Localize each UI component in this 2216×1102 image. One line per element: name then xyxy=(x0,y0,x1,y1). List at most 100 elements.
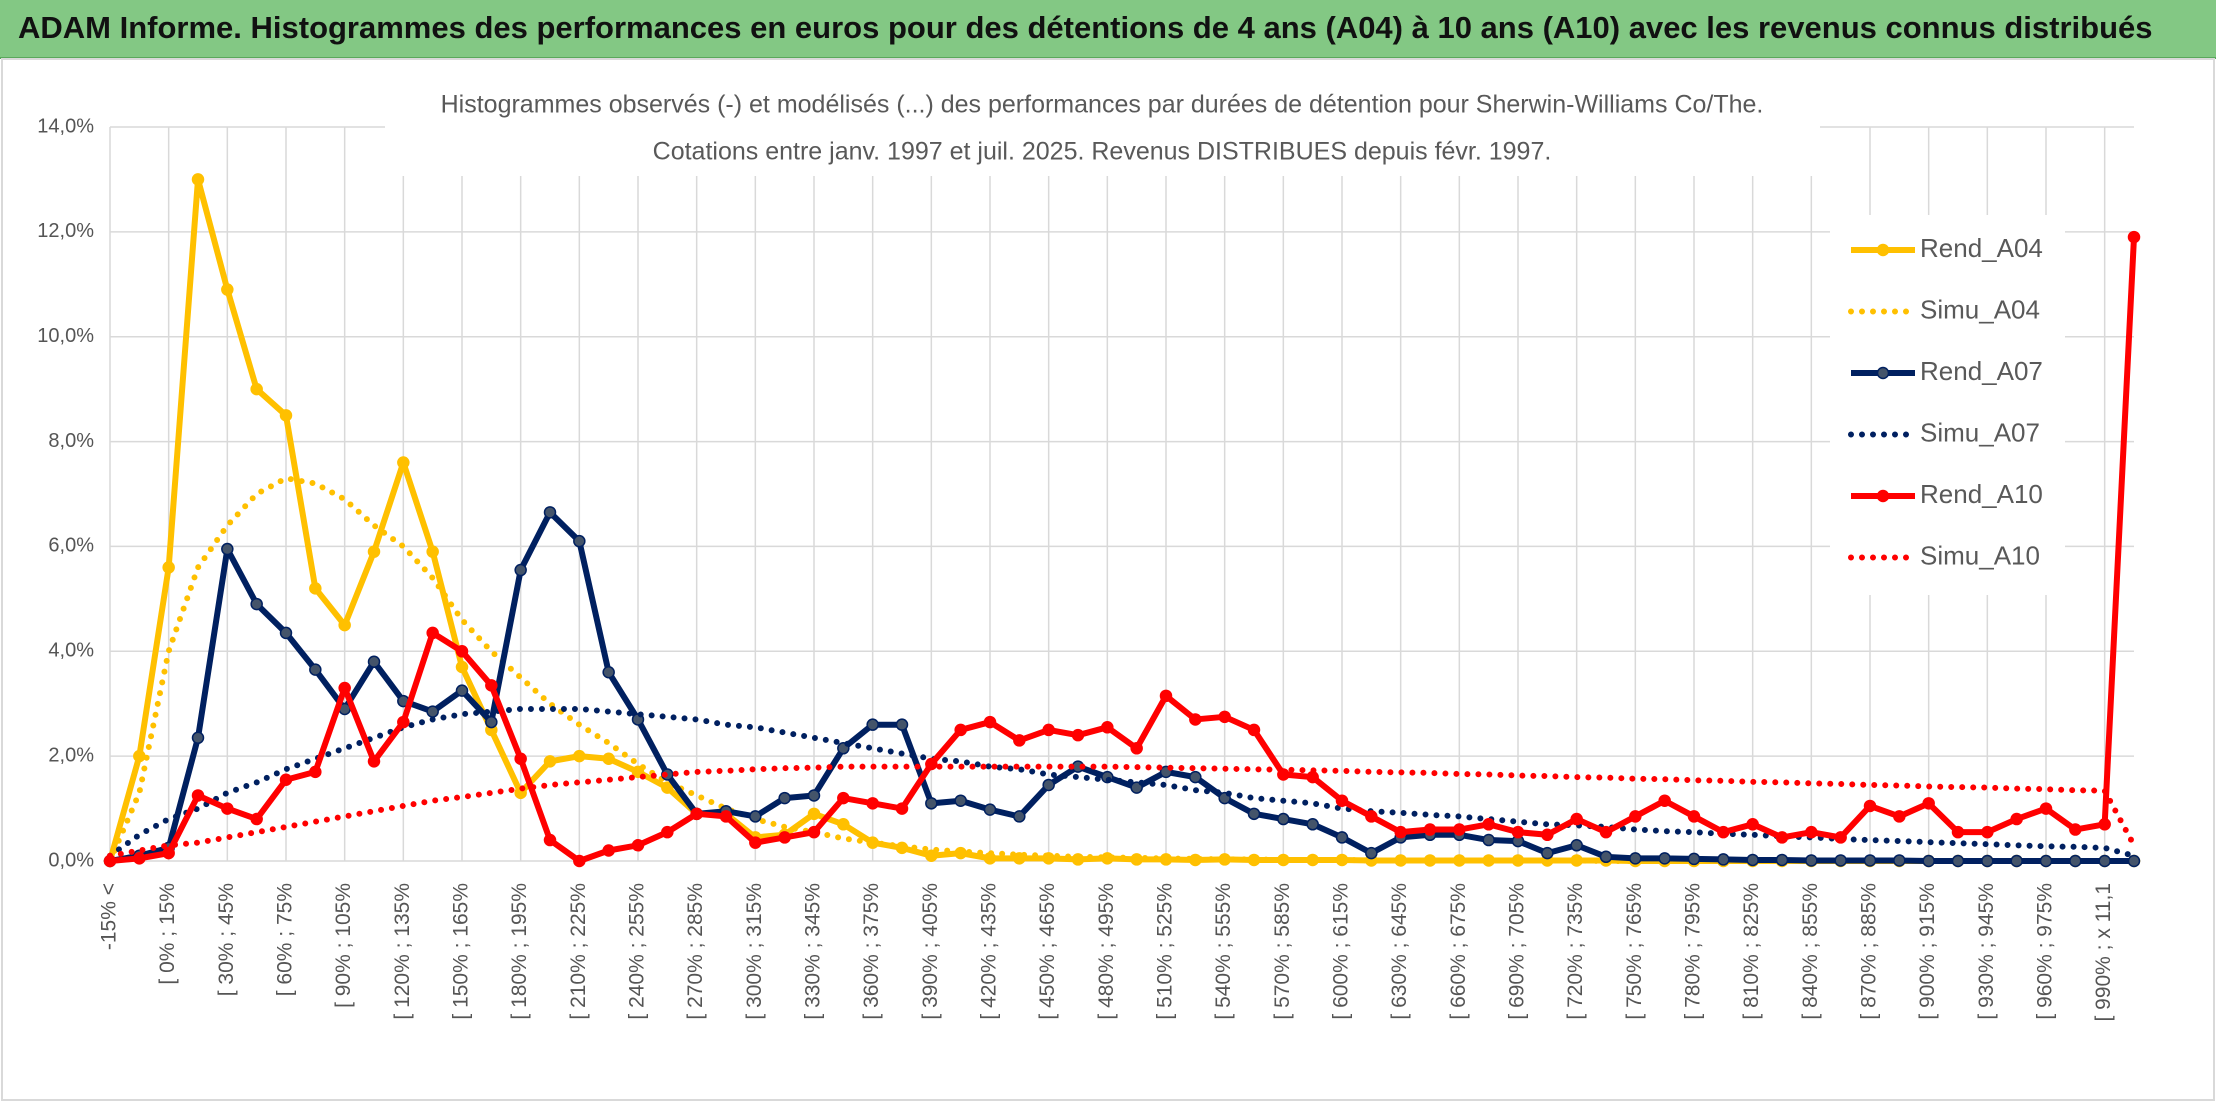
data-point xyxy=(866,797,879,810)
data-point xyxy=(1365,846,1378,860)
legend-marker xyxy=(1876,489,1890,503)
x-tick-label: [ 420% ; 435% xyxy=(978,883,1001,1020)
data-point xyxy=(1189,713,1202,726)
data-point xyxy=(309,765,322,779)
data-point xyxy=(191,789,205,802)
y-tick-label: 2,0% xyxy=(48,744,94,766)
x-tick-label: [ 930% ; 945% xyxy=(1975,883,1998,1020)
header-title: ADAM Informe. Histogrammes des performan… xyxy=(18,10,2153,45)
data-point xyxy=(221,802,234,815)
data-point xyxy=(455,660,469,674)
x-tick-label: [ 450% ; 465% xyxy=(1036,883,1059,1020)
data-point xyxy=(1687,810,1701,823)
data-point xyxy=(1482,818,1495,831)
chart-title: Histogrammes observés (-) et modélisés (… xyxy=(441,91,1764,119)
data-point xyxy=(426,545,439,558)
x-tick-label: [ 810% ; 825% xyxy=(1740,883,1763,1020)
x-tick-label: [ 900% ; 915% xyxy=(1916,883,1939,1020)
chart-frame xyxy=(1,58,2215,1101)
data-point xyxy=(485,715,498,729)
data-point xyxy=(925,849,938,863)
data-point xyxy=(1365,810,1378,823)
x-tick-label: [ 390% ; 405% xyxy=(919,883,942,1020)
x-tick-label: [ 720% ; 735% xyxy=(1564,883,1587,1020)
data-point xyxy=(1277,812,1290,826)
data-point xyxy=(573,749,586,763)
data-point xyxy=(1306,770,1319,784)
data-point xyxy=(1130,742,1143,755)
series-line xyxy=(109,236,2137,864)
legend-background xyxy=(1830,215,2065,595)
data-point xyxy=(1541,846,1554,860)
data-point xyxy=(837,791,850,805)
data-point xyxy=(309,663,322,676)
x-tick-label: [ 150% ; 165% xyxy=(450,883,473,1020)
data-point xyxy=(1951,854,1965,868)
x-tick-label: [ 360% ; 375% xyxy=(860,883,883,1020)
y-tick-label: 14,0% xyxy=(37,115,94,137)
x-tick-label: [ 990% ; x 11,1 xyxy=(2092,883,2115,1022)
data-point xyxy=(1629,810,1642,823)
data-point xyxy=(1981,825,1994,839)
data-point xyxy=(661,825,674,839)
data-point xyxy=(426,705,439,718)
legend-label: Simu_A04 xyxy=(1920,294,2040,324)
data-point xyxy=(631,839,645,852)
y-tick-label: 10,0% xyxy=(37,325,94,347)
data-point xyxy=(925,797,938,810)
data-point xyxy=(602,844,615,857)
data-point xyxy=(1775,831,1789,844)
data-point xyxy=(543,755,557,768)
data-point xyxy=(1629,852,1642,865)
data-point xyxy=(514,752,527,766)
data-point xyxy=(1101,721,1114,734)
x-tick-label: [ 600% ; 615% xyxy=(1330,883,1353,1020)
data-point xyxy=(778,831,791,844)
data-point xyxy=(602,752,615,766)
data-point xyxy=(133,749,146,763)
data-point xyxy=(1834,831,1847,844)
data-point xyxy=(543,833,557,847)
x-tick-label: [ 90% ; 105% xyxy=(332,883,355,1008)
data-point xyxy=(1541,828,1554,842)
data-point xyxy=(162,561,175,574)
data-point xyxy=(455,684,469,697)
chart-subtitle: Cotations entre janv. 1997 et juil. 2025… xyxy=(653,138,1552,166)
y-tick-label: 0,0% xyxy=(48,849,94,871)
x-tick-label: [ 210% ; 225% xyxy=(567,883,590,1020)
data-point xyxy=(1423,823,1437,836)
title-background xyxy=(385,86,1820,176)
data-point xyxy=(2069,854,2082,868)
data-point xyxy=(279,773,293,786)
data-point xyxy=(1306,818,1319,831)
data-point xyxy=(2039,854,2053,868)
x-tick-label: [ 510% ; 525% xyxy=(1154,883,1177,1020)
y-tick-label: 12,0% xyxy=(37,220,94,242)
x-tick-label: [ 570% ; 585% xyxy=(1271,883,1294,1020)
data-point xyxy=(455,645,469,658)
data-point xyxy=(397,456,410,469)
data-point xyxy=(221,283,234,296)
data-point xyxy=(1013,810,1026,823)
data-point xyxy=(1863,854,1877,867)
data-point xyxy=(1218,710,1231,724)
data-point xyxy=(1335,794,1349,807)
x-tick-label: [ 330% ; 345% xyxy=(802,883,825,1020)
data-point xyxy=(573,854,586,868)
data-point xyxy=(719,810,733,823)
data-point xyxy=(1834,854,1847,867)
y-tick-label: 6,0% xyxy=(48,535,94,557)
data-point xyxy=(1717,853,1730,866)
legend-label: Rend_A10 xyxy=(1920,479,2043,509)
data-point xyxy=(2039,802,2053,815)
header: ADAM Informe. Histogrammes des performan… xyxy=(0,0,2216,59)
data-point xyxy=(954,794,967,807)
x-tick-label: [ 780% ; 795% xyxy=(1682,883,1705,1020)
data-point xyxy=(1159,689,1173,703)
data-point xyxy=(191,173,205,186)
y-tick-label: 8,0% xyxy=(48,430,94,452)
x-tick-label: [ 180% ; 195% xyxy=(508,883,531,1020)
data-point xyxy=(807,807,821,821)
data-point xyxy=(1335,831,1349,844)
data-point xyxy=(2127,854,2141,868)
